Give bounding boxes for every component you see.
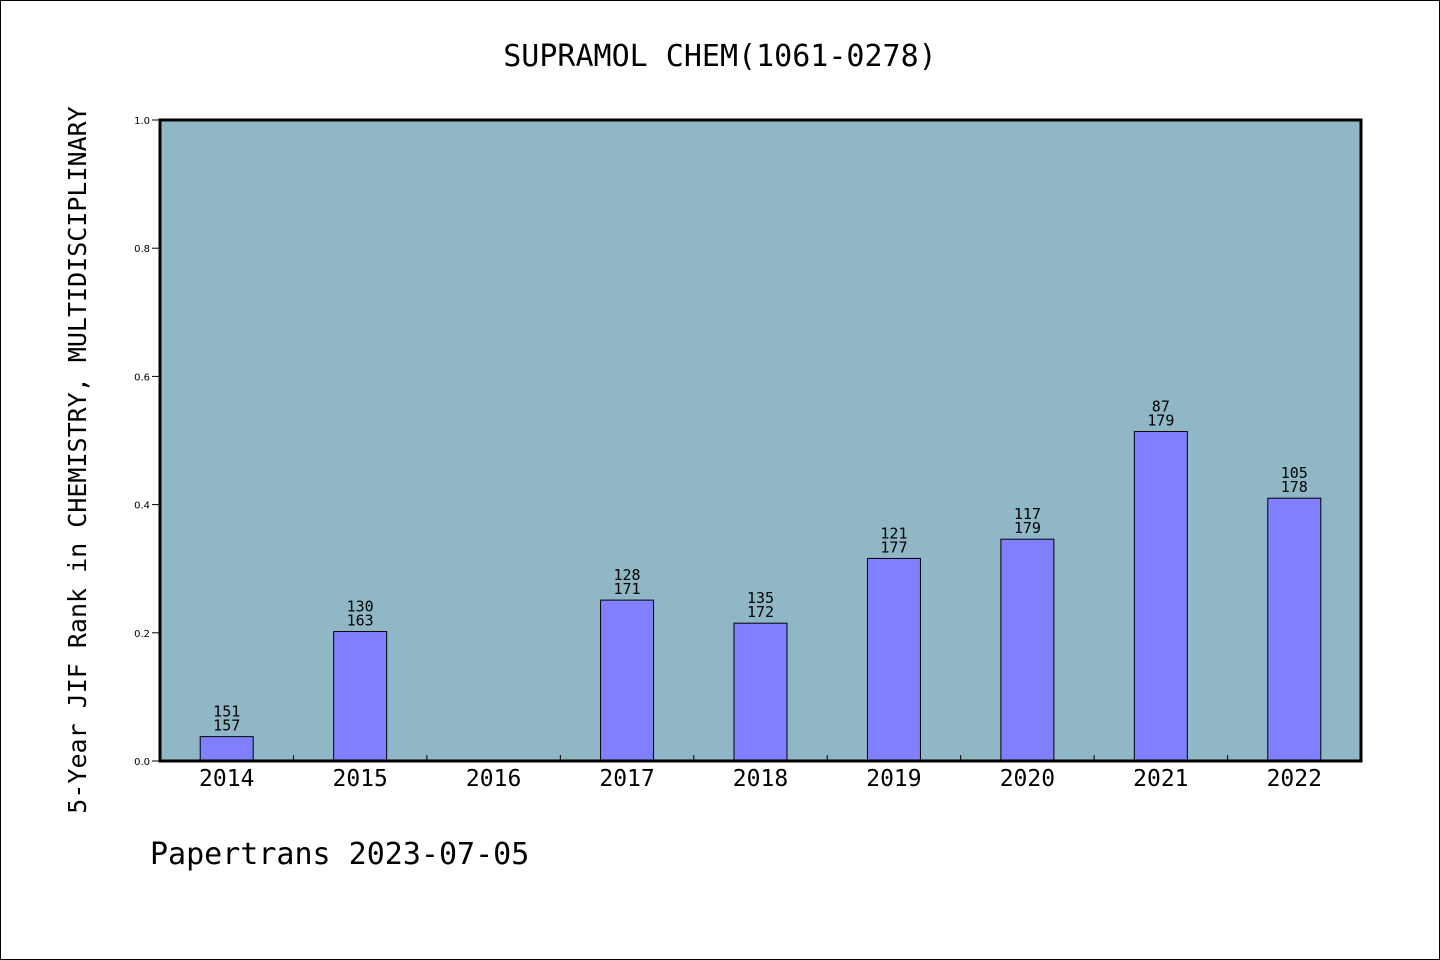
y-tick-label: 0.8 xyxy=(134,244,150,255)
y-tick-label: 0.2 xyxy=(134,629,150,640)
bar-label-rank: 130 xyxy=(347,598,374,616)
x-tick-label: 2021 xyxy=(1133,766,1188,792)
bar-label-total: 172 xyxy=(747,603,774,621)
bar xyxy=(733,622,788,762)
x-tick-label: 2020 xyxy=(1000,766,1055,792)
bar xyxy=(600,599,655,762)
x-tick-label: 2016 xyxy=(466,766,521,792)
bar-label-total: 163 xyxy=(347,612,374,630)
x-tick-label: 2018 xyxy=(733,766,788,792)
bar-label-total: 178 xyxy=(1281,478,1308,496)
bar-label-rank: 117 xyxy=(1014,505,1041,523)
bar xyxy=(333,631,388,762)
x-tick-label: 2019 xyxy=(866,766,921,792)
bar-label-total: 157 xyxy=(213,717,240,735)
bar-label-total: 171 xyxy=(614,580,641,598)
bar-label-rank: 87 xyxy=(1152,398,1170,416)
bar-label-rank: 151 xyxy=(213,703,240,721)
y-ticks-group: 0.0 0.2 0.4 0.6 0.8 1.0 xyxy=(134,116,160,768)
bar-label-rank: 128 xyxy=(614,566,641,584)
bar xyxy=(866,557,921,762)
bar-label-total: 179 xyxy=(1014,519,1041,537)
bar-label-rank: 135 xyxy=(747,589,774,607)
bar xyxy=(199,736,254,762)
y-tick-label: 0.6 xyxy=(134,372,150,383)
bar xyxy=(1267,497,1322,762)
chart-title: SUPRAMOL CHEM(1061-0278) xyxy=(503,39,936,74)
y-tick-label: 0.4 xyxy=(134,501,150,512)
bar-label-total: 179 xyxy=(1147,412,1174,430)
bar-label-total: 177 xyxy=(880,538,907,556)
bar-label-rank: 121 xyxy=(880,524,907,542)
x-tick-label: 2014 xyxy=(199,766,254,792)
bars-group: 1511571301631281711351721211771171798717… xyxy=(199,398,1322,762)
footer-text: Papertrans 2023-07-05 xyxy=(150,837,529,872)
bar xyxy=(1133,431,1188,762)
y-tick-label: 0.0 xyxy=(134,757,150,768)
bar-label-rank: 105 xyxy=(1281,464,1308,482)
x-ticks-group: 2014 2015 2016 2017 2018 2019 2020 2021 2022 xyxy=(199,755,1322,792)
x-tick-label: 2015 xyxy=(332,766,387,792)
y-axis-label: 5-Year JIF Rank in CHEMISTRY, MULTIDISCI… xyxy=(63,106,92,813)
bar xyxy=(1000,538,1055,762)
x-tick-label: 2022 xyxy=(1267,766,1322,792)
plot-border xyxy=(158,118,1363,763)
y-tick-label: 1.0 xyxy=(134,116,150,127)
x-tick-label: 2017 xyxy=(599,766,654,792)
